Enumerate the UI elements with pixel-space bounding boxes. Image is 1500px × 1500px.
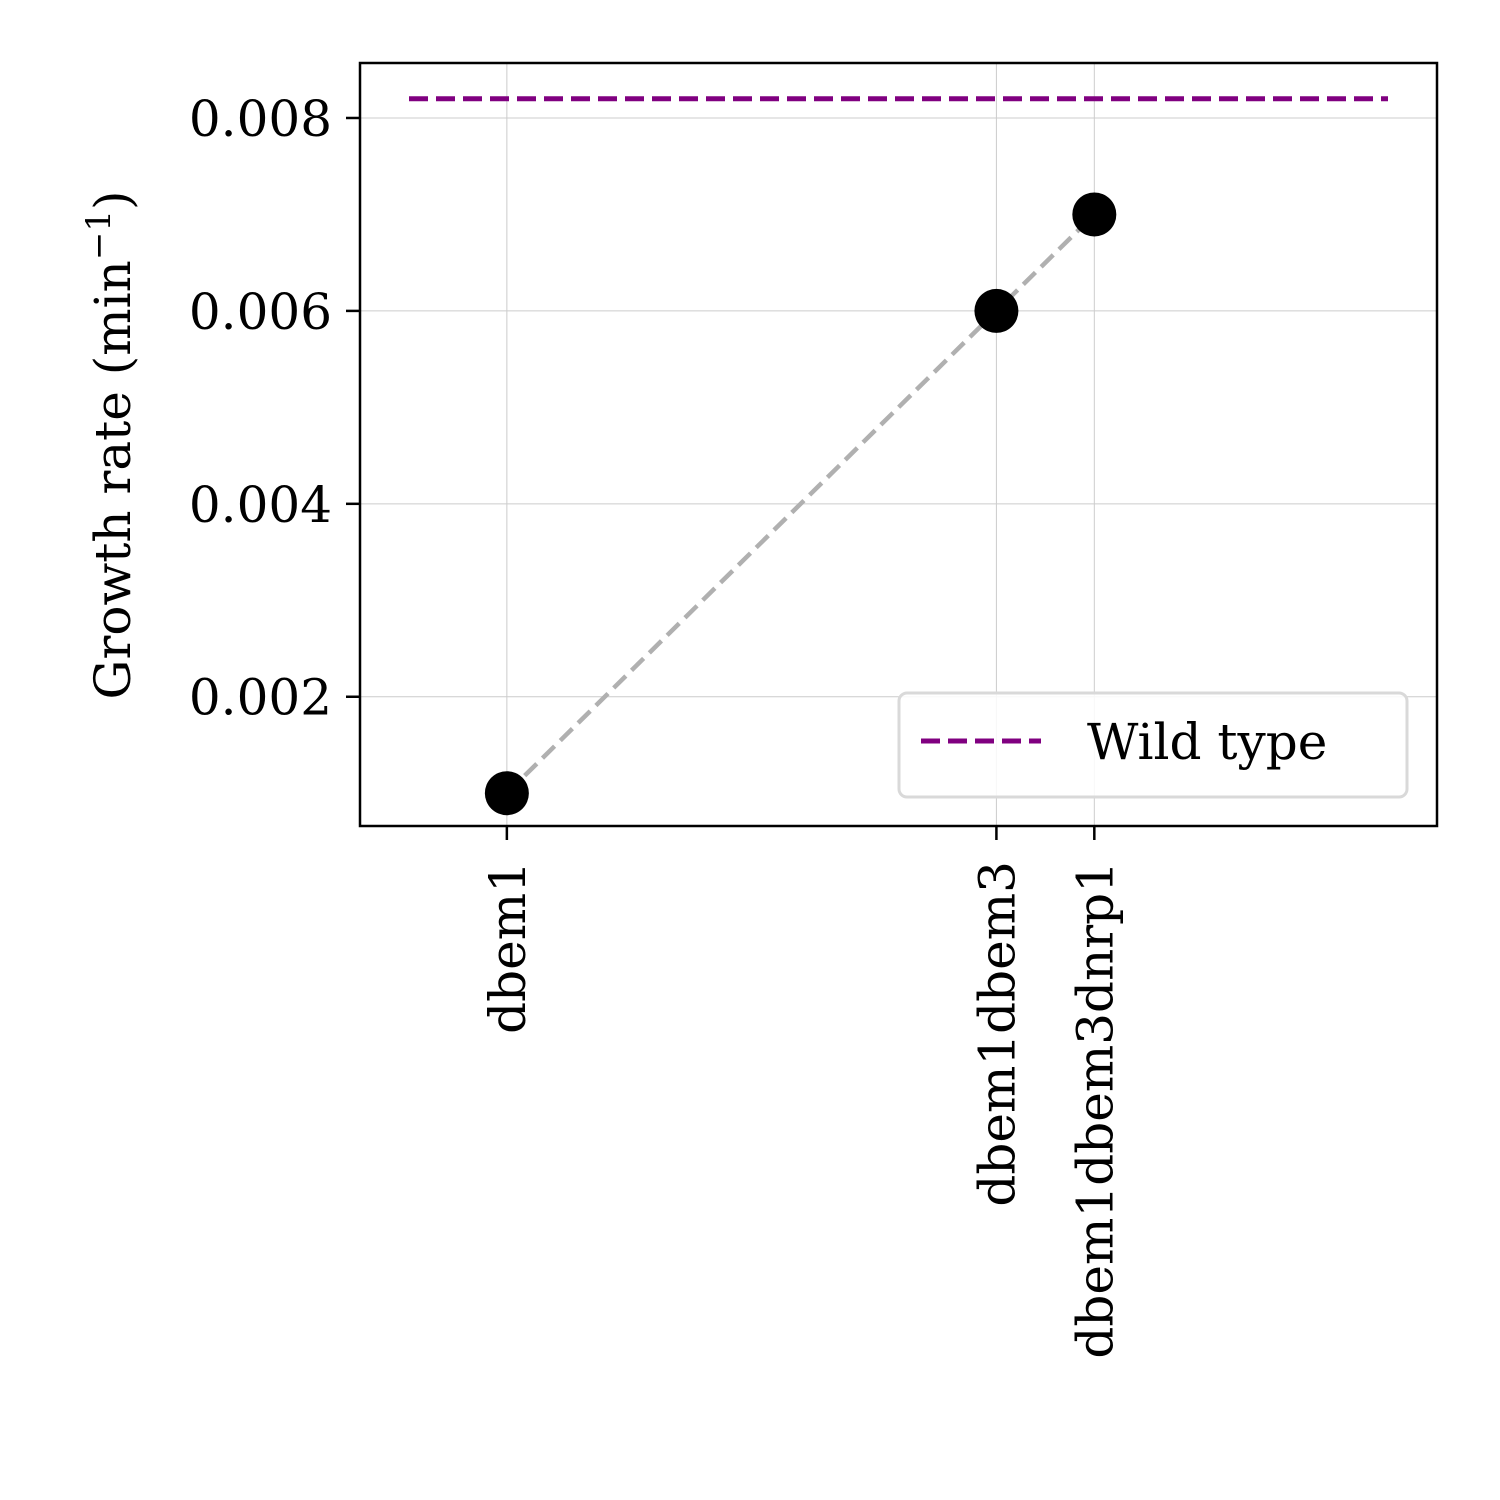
data-point — [484, 771, 529, 816]
y-axis-label-superscript: −1 — [79, 210, 119, 260]
y-axis-label-end: ) — [84, 191, 142, 211]
plot-frame — [358, 61, 1439, 828]
y-axis-label: Growth rate (min−1) — [79, 191, 142, 700]
x-tick-label: dbem1dbem3 — [968, 861, 1026, 1207]
x-tick-label: dbem1dbem3dnrp1 — [1066, 861, 1124, 1359]
legend-box — [897, 691, 1409, 799]
y-tick-label: 0.006 — [189, 283, 332, 341]
data-point — [974, 288, 1019, 333]
x-axis: dbem1 dbem1dbem3 dbem1dbem3dnrp1 — [479, 826, 1124, 1359]
data-point — [1072, 192, 1117, 237]
y-tick-label: 0.002 — [189, 669, 332, 727]
y-axis: 0.002 0.004 0.006 0.008 — [189, 90, 360, 727]
y-tick-label: 0.004 — [189, 476, 332, 534]
legend-label: Wild type — [1087, 713, 1327, 771]
y-tick-label: 0.008 — [189, 90, 332, 148]
series — [484, 192, 1117, 816]
y-axis-label-main: Growth rate (min — [84, 260, 142, 699]
legend: Wild type — [897, 691, 1409, 799]
x-tick-label: dbem1 — [479, 861, 537, 1034]
